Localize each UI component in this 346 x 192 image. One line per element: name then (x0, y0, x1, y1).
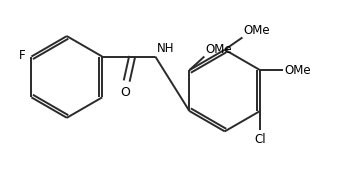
Text: NH: NH (157, 42, 174, 55)
Text: Cl: Cl (254, 133, 266, 146)
Text: F: F (19, 49, 26, 62)
Text: OMe: OMe (285, 64, 311, 77)
Text: OMe: OMe (244, 24, 271, 37)
Text: O: O (120, 86, 130, 99)
Text: OMe: OMe (206, 43, 232, 56)
